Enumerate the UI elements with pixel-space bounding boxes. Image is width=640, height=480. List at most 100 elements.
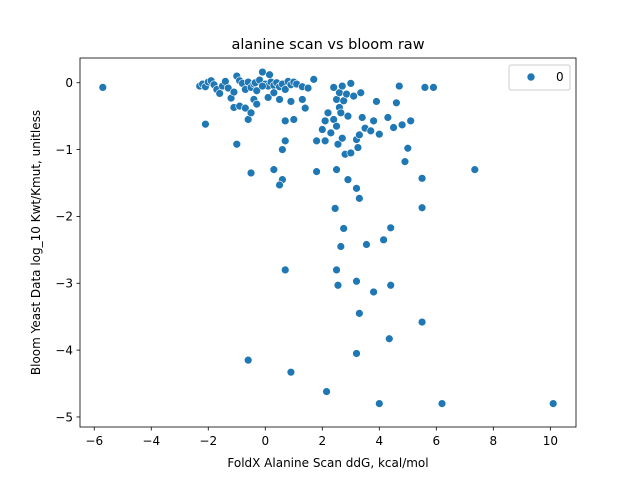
data-point (333, 140, 343, 149)
data-point (232, 140, 241, 149)
data-point (352, 349, 361, 358)
data-point (355, 309, 364, 318)
data-point (241, 103, 250, 113)
data-point (275, 95, 284, 104)
data-point (358, 113, 367, 122)
data-point (312, 167, 321, 176)
data-point (353, 143, 363, 152)
data-point (420, 83, 430, 92)
legend: 0 (508, 64, 571, 91)
data-point (229, 87, 239, 97)
data-point (339, 224, 348, 233)
data-point (386, 223, 395, 232)
data-point (252, 99, 261, 109)
data-point (303, 83, 313, 93)
data-point (281, 136, 290, 146)
y-tick-label: −4 (55, 343, 73, 357)
data-point (301, 103, 310, 113)
data-point (338, 134, 347, 143)
data-point (336, 242, 346, 251)
data-point (286, 97, 296, 106)
data-point (246, 108, 256, 118)
data-point (332, 121, 341, 131)
data-point (417, 174, 427, 183)
data-point (281, 85, 290, 94)
data-point (322, 387, 331, 396)
data-point (333, 281, 343, 290)
x-tick-label: −4 (142, 434, 160, 448)
data-point (548, 399, 558, 408)
data-point (275, 180, 284, 190)
data-point (265, 70, 274, 79)
data-point (342, 89, 351, 99)
data-point (343, 111, 353, 121)
data-point (375, 399, 384, 408)
data-point (309, 75, 318, 84)
data-point (243, 355, 253, 365)
x-tick-label: 8 (490, 434, 498, 448)
data-point (332, 265, 341, 275)
y-tick-label: −1 (55, 143, 73, 157)
legend-box (508, 64, 571, 91)
y-tick-label: −3 (55, 277, 73, 291)
plot-frame (79, 57, 577, 428)
y-axis-ticks: 0 −1 −2 −3 −4 −5 (55, 76, 80, 424)
data-point (320, 116, 330, 126)
data-point (406, 116, 415, 126)
data-point (392, 98, 401, 107)
data-point (349, 91, 358, 101)
scatter-points (98, 67, 558, 408)
data-point (403, 144, 413, 153)
x-tick-label: 0 (261, 434, 269, 448)
data-point (338, 81, 347, 91)
data-point (278, 145, 287, 154)
data-point (355, 130, 364, 140)
data-point (470, 165, 479, 174)
data-point (252, 86, 261, 95)
data-point (312, 136, 321, 146)
data-point (320, 136, 330, 146)
x-tick-label: 2 (318, 434, 326, 448)
y-tick-label: −2 (55, 210, 73, 224)
data-point (343, 175, 353, 184)
data-point (386, 281, 395, 290)
x-tick-label: 10 (543, 434, 558, 448)
data-point (352, 184, 361, 193)
data-point (224, 83, 233, 93)
data-point (286, 367, 296, 377)
y-axis-label: Bloom Yeast Data log_10 Kwt/Kmut, unitle… (29, 110, 43, 375)
data-point (201, 119, 210, 129)
data-point (383, 113, 393, 122)
x-tick-label: 4 (375, 434, 383, 448)
data-point (356, 88, 365, 97)
x-axis-label: FoldX Alanine Scan ddG, kcal/mol (227, 456, 428, 470)
data-point (215, 89, 224, 98)
data-point (281, 265, 290, 275)
data-point (298, 95, 307, 104)
data-point (346, 148, 355, 158)
data-point (372, 97, 381, 106)
x-tick-label: −6 (85, 434, 103, 448)
x-tick-label: −2 (199, 434, 217, 448)
data-point (366, 126, 375, 136)
data-point (437, 399, 447, 408)
data-point (379, 235, 388, 245)
data-point (281, 116, 290, 126)
data-point (269, 165, 279, 174)
y-tick-label: 0 (65, 76, 73, 90)
legend-marker (526, 72, 536, 82)
data-point (329, 83, 338, 92)
data-point (263, 93, 273, 102)
data-point (289, 115, 298, 124)
x-axis-ticks: −6 −4 −2 0 2 4 6 8 10 (85, 427, 558, 448)
data-point (375, 130, 384, 139)
data-point (323, 108, 333, 118)
data-point (397, 120, 407, 130)
data-point (389, 123, 398, 132)
data-point (355, 194, 364, 203)
data-point (352, 277, 361, 286)
data-point (369, 287, 378, 297)
data-point (417, 317, 427, 327)
data-point (369, 116, 378, 126)
